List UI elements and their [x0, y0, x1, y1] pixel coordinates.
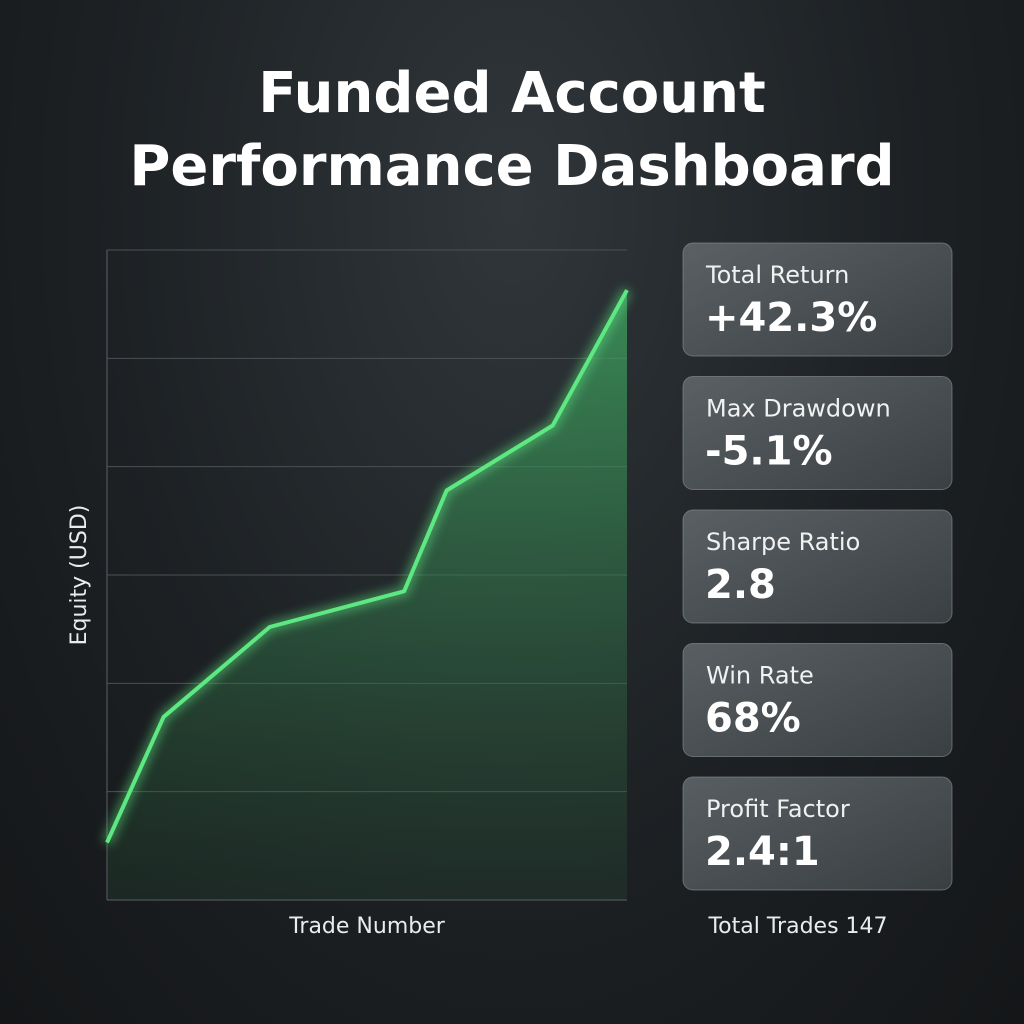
- stat-card: [682, 509, 953, 624]
- stat-value: 68%: [705, 696, 801, 742]
- equity-area: [107, 290, 627, 900]
- y-axis-label: Equity (USD): [67, 505, 92, 646]
- title-line: Performance Dashboard: [129, 134, 894, 199]
- plot: [102, 249, 632, 901]
- stat-label: Profit Factor: [706, 795, 850, 823]
- stat-value: +42.3%: [705, 295, 877, 341]
- x-axis-label: Trade Number: [288, 914, 446, 939]
- stat-label: Sharpe Ratio: [706, 528, 860, 556]
- equity-line: [105, 289, 629, 844]
- stat-cards: Total Return +42.3% Max Drawdown -5.1% Sharp…: [682, 242, 953, 891]
- stat-card: [682, 776, 953, 891]
- stat-label: Total Return: [705, 261, 849, 289]
- stat-value: 2.4:1: [705, 829, 820, 875]
- stat-value: 2.8: [705, 562, 776, 608]
- total-trades: Total Trades 147: [707, 914, 887, 939]
- stat-label: Max Drawdown: [706, 395, 891, 423]
- stat-value: -5.1%: [705, 429, 833, 475]
- stat-label: Win Rate: [706, 662, 814, 690]
- stat-card: [682, 643, 953, 757]
- stat-card: [682, 376, 953, 490]
- stat-card: [682, 242, 953, 357]
- title-line: Funded Account: [258, 61, 766, 126]
